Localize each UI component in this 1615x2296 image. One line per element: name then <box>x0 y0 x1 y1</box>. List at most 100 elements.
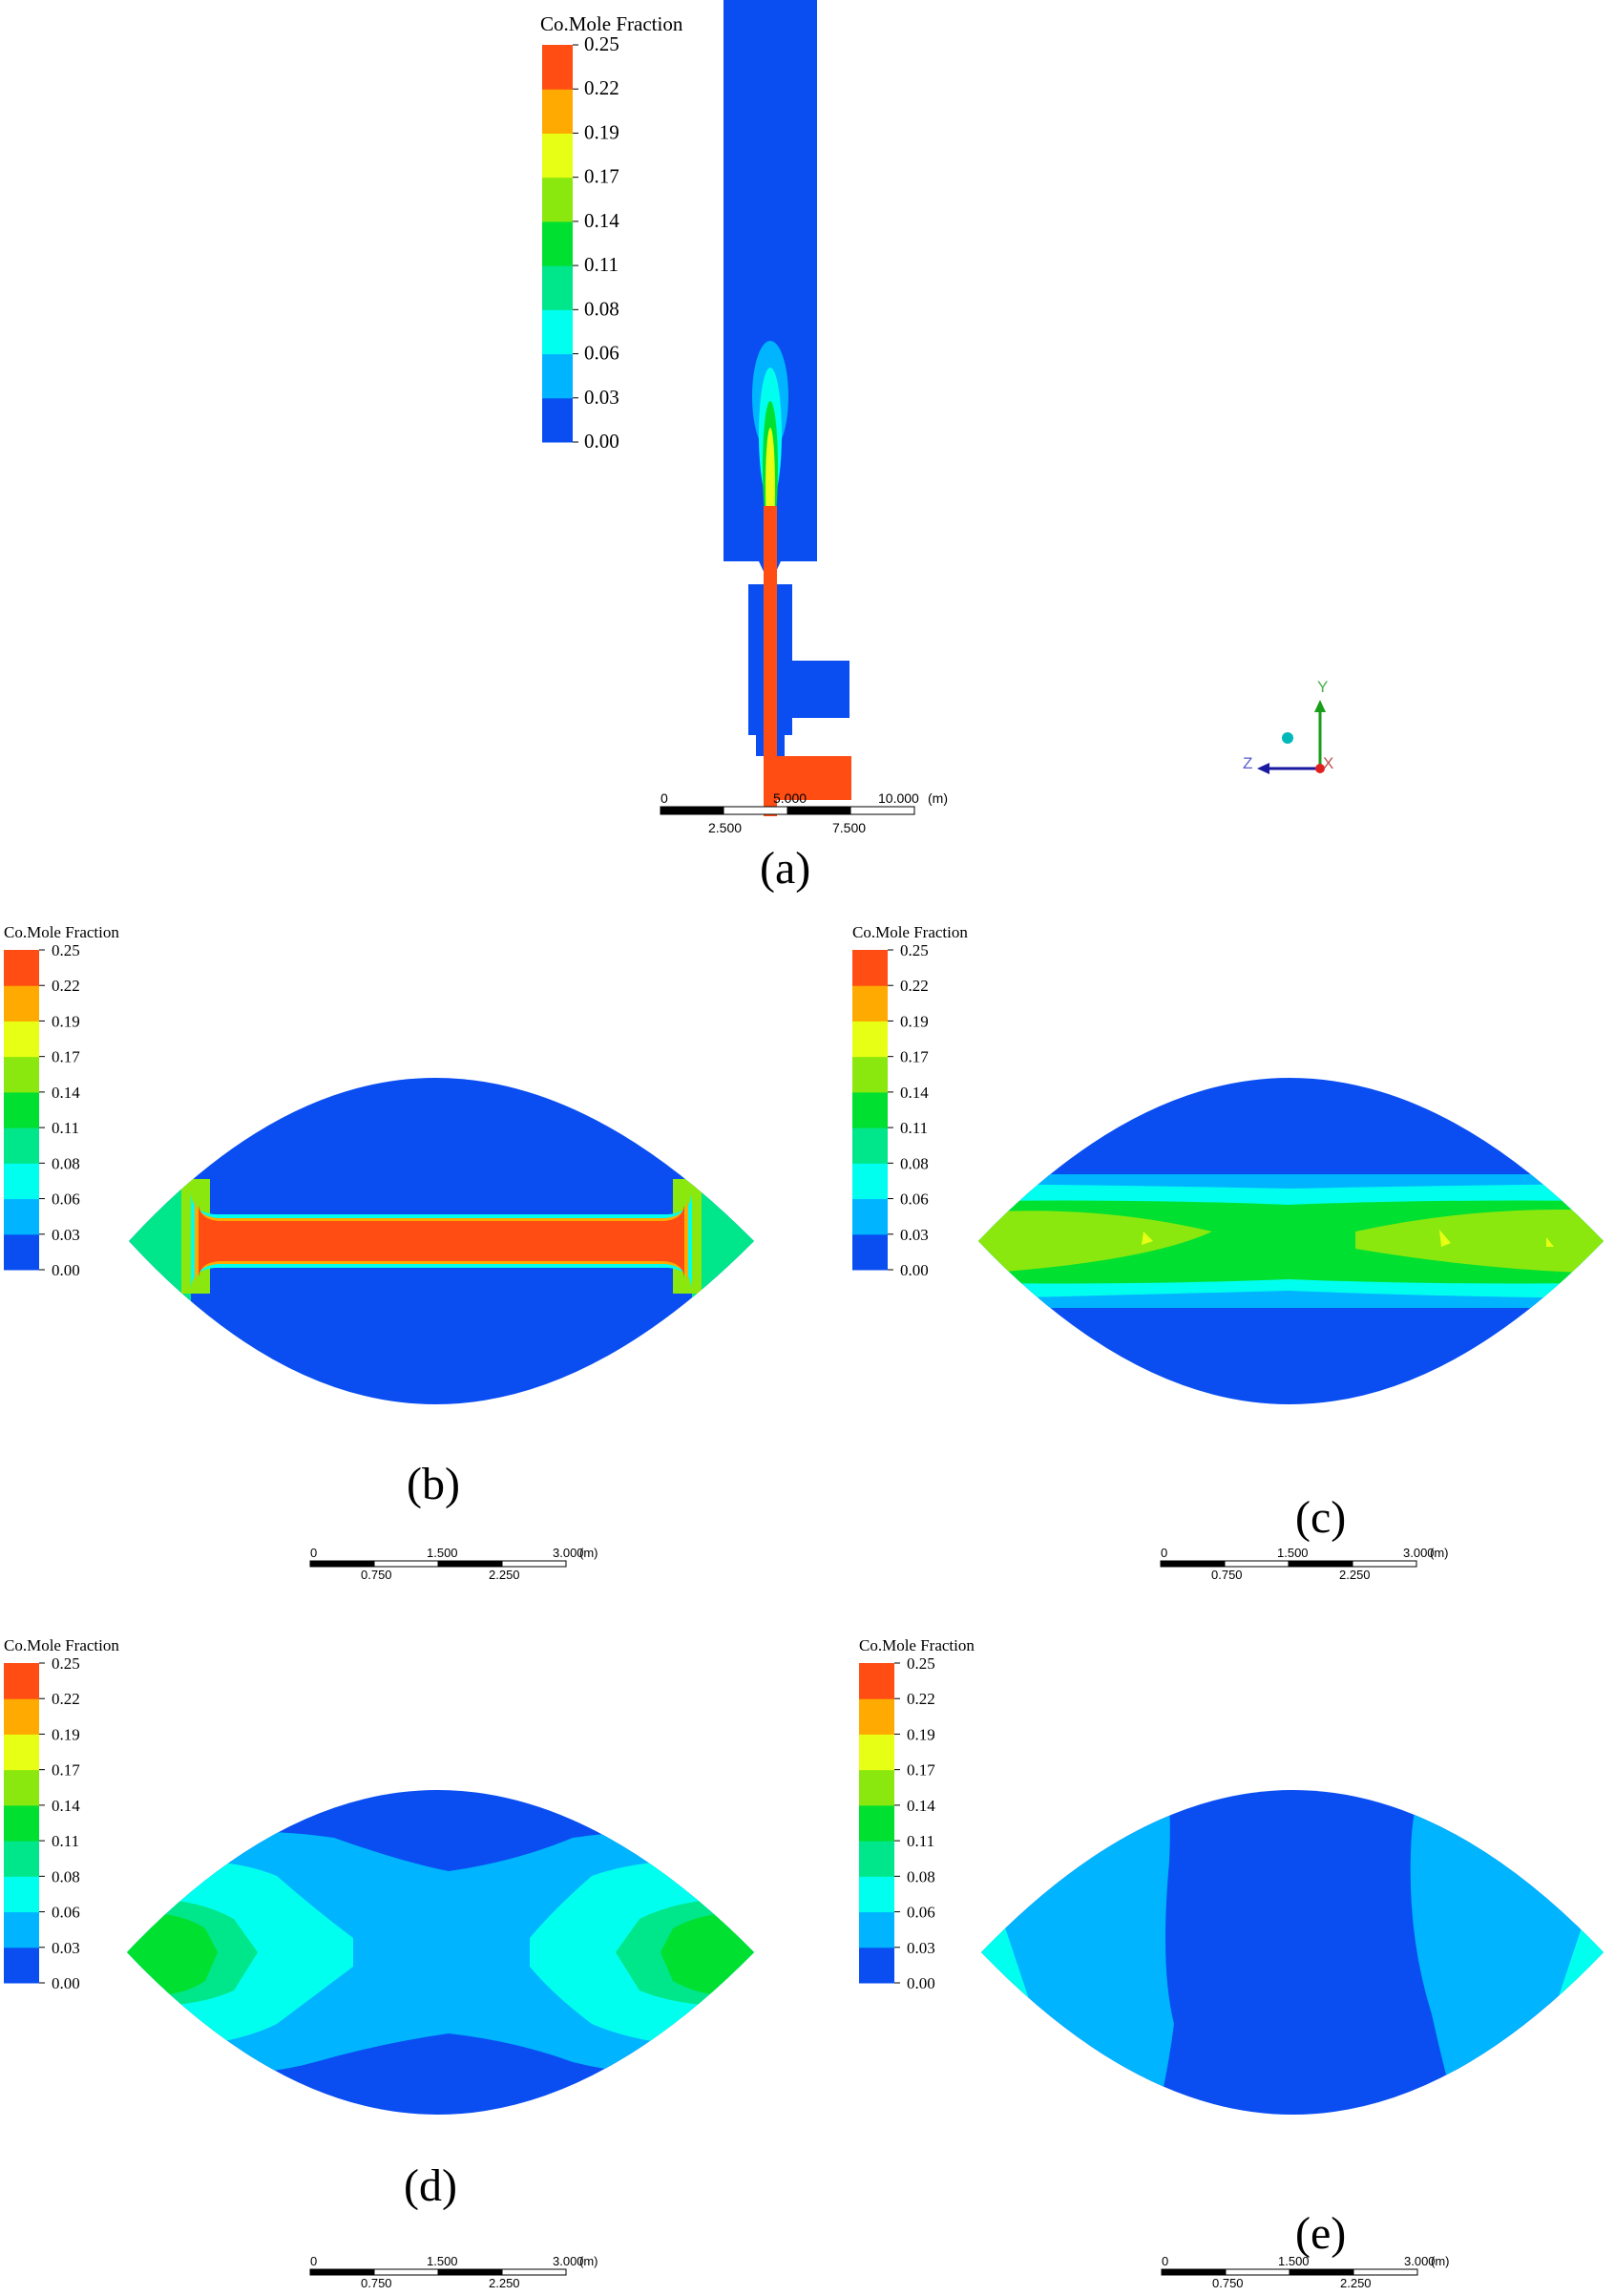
scalebar-segment <box>1289 2268 1354 2276</box>
scalebar-segment <box>1160 1560 1226 1568</box>
legend-swatch <box>4 1163 39 1200</box>
scalebar-segment <box>1224 1560 1290 1568</box>
legend-c-title: Co.Mole Fraction <box>852 923 968 941</box>
legend-tick-label: 0.03 <box>907 1939 935 1957</box>
scalebar-e: 0 1.500 3.000(m) 0.750 2.250 <box>1161 2254 1450 2290</box>
legend-tick-label: 0.22 <box>52 977 80 995</box>
legend-swatch <box>542 221 573 266</box>
scalebar-label: 3.000 <box>553 2254 584 2268</box>
legend-e-title: Co.Mole Fraction <box>859 1636 975 1654</box>
scalebar-label: 3.000 <box>553 1546 584 1560</box>
legend-tick-label: 0.19 <box>900 1012 929 1030</box>
legend-tick-label: 0.11 <box>52 1119 79 1137</box>
legend-tick-label: 0.22 <box>900 977 929 995</box>
scalebar-label: 0 <box>1162 2254 1168 2268</box>
scalebar-segment <box>501 2268 567 2276</box>
legend-swatch <box>4 1127 39 1164</box>
legend-tick-label: 0.19 <box>584 120 619 143</box>
contour-e <box>981 1790 1604 2115</box>
legend-b: Co.Mole Fraction 0.25 0.22 0.19 0.17 0.14 0.1… <box>4 923 119 1279</box>
legend-swatch <box>852 1163 888 1200</box>
legend-a-scale: 0.25 0.22 0.19 0.17 0.14 0.11 0.08 0.06 0.03 0.00 <box>542 32 619 453</box>
scalebar-label: (m) <box>1431 2254 1450 2268</box>
legend-swatch <box>542 133 573 179</box>
legend-swatch <box>859 1734 894 1771</box>
scalebar-label: 1.500 <box>427 1546 458 1560</box>
legend-e-scale: 0.25 0.22 0.19 0.17 0.14 0.11 0.08 0.06 0.03 0.00 <box>859 1654 935 1992</box>
scalebar-label: 0.750 <box>361 1568 392 1582</box>
scalebar-label: 0 <box>1161 1546 1167 1560</box>
legend-tick-label: 0.17 <box>584 165 619 188</box>
caption-e: (e) <box>1295 2208 1346 2259</box>
legend-a: Co.Mole Fraction 0.25 0.22 0.19 0.17 0.14 0.1… <box>540 12 683 453</box>
axis-x-label: X <box>1323 754 1333 772</box>
scalebar-label: 1.500 <box>427 2254 458 2268</box>
legend-tick-label: 0.17 <box>52 1048 80 1066</box>
axis-triad: Y Z X <box>1243 678 1333 774</box>
legend-swatch <box>4 1091 39 1128</box>
scalebar-label: 2.250 <box>489 1568 520 1582</box>
scalebar-segment <box>1288 1560 1353 1568</box>
scalebar-label: 3.000 <box>1403 1546 1435 1560</box>
legend-tick-label: 0.00 <box>584 430 619 453</box>
legend-swatch <box>859 1769 894 1806</box>
legend-swatch <box>4 950 39 986</box>
legend-swatch <box>542 353 573 399</box>
legend-swatch <box>852 1127 888 1164</box>
panel-b: Co.Mole Fraction 0.25 0.22 0.19 0.17 0.14 0.1… <box>4 923 754 1582</box>
legend-swatch <box>852 950 888 986</box>
legend-tick-label: 0.08 <box>900 1154 929 1172</box>
scalebar-label: 1.500 <box>1277 1546 1309 1560</box>
scalebar-segment <box>437 2268 503 2276</box>
legend-tick-label: 0.19 <box>52 1012 80 1030</box>
legend-tick-label: 0.06 <box>52 1904 80 1922</box>
scalebar-label: 2.250 <box>489 2276 520 2290</box>
legend-swatch <box>4 985 39 1022</box>
legend-d-scale: 0.25 0.22 0.19 0.17 0.14 0.11 0.08 0.06 0.03 0.00 <box>4 1654 80 1992</box>
legend-swatch <box>859 1804 894 1842</box>
contour-c <box>978 1078 1604 1404</box>
scalebar-a: 0 5.000 10.000 (m) 2.500 7.500 <box>660 790 948 835</box>
legend-tick-label: 0.08 <box>584 297 619 320</box>
legend-swatch <box>859 1698 894 1735</box>
scalebar-label: 0 <box>310 1546 317 1560</box>
legend-d-title: Co.Mole Fraction <box>4 1636 119 1654</box>
panel-e: Co.Mole Fraction 0.25 0.22 0.19 0.17 0.14 0.1… <box>859 1636 1604 2290</box>
scalebar-label: 0.750 <box>1211 1568 1243 1582</box>
legend-tick-label: 0.11 <box>907 1832 934 1850</box>
legend-tick-label: 0.08 <box>52 1867 80 1885</box>
legend-swatch <box>859 1911 894 1948</box>
scalebar-label: (m) <box>579 1546 598 1560</box>
scalebar-a-tick-2: 10.000 <box>878 790 919 806</box>
legend-swatch <box>852 1198 888 1235</box>
contour-b <box>129 1078 754 1404</box>
legend-swatch <box>4 1876 39 1913</box>
legend-tick-label: 0.00 <box>52 1974 80 1992</box>
legend-tick-label: 0.03 <box>52 1939 80 1957</box>
legend-tick-label: 0.25 <box>52 1654 80 1673</box>
legend-c-scale: 0.25 0.22 0.19 0.17 0.14 0.11 0.08 0.06 0.03 0.00 <box>852 941 929 1279</box>
legend-swatch <box>859 1663 894 1699</box>
legend-b-scale: 0.25 0.22 0.19 0.17 0.14 0.11 0.08 0.06 0.03 0.00 <box>4 941 80 1279</box>
legend-swatch <box>542 309 573 355</box>
legend-tick-label: 0.17 <box>907 1761 935 1780</box>
legend-swatch <box>859 1841 894 1877</box>
scalebar-label: (m) <box>1430 1546 1449 1560</box>
scalebar-label: 0.750 <box>1212 2276 1244 2290</box>
legend-swatch <box>859 1876 894 1913</box>
scalebar-segment <box>501 1560 567 1568</box>
legend-swatch <box>4 1698 39 1735</box>
legend-swatch <box>4 1233 39 1271</box>
legend-swatch <box>542 265 573 310</box>
scalebar-segment <box>1352 1560 1417 1568</box>
scalebar-c: 0 1.500 3.000(m) 0.750 2.250 <box>1160 1546 1449 1582</box>
legend-swatch <box>859 1947 894 1984</box>
legend-tick-label: 0.14 <box>900 1084 929 1102</box>
legend-tick-label: 0.11 <box>52 1832 79 1850</box>
scalebar-label: 1.500 <box>1278 2254 1310 2268</box>
scalebar-segment <box>1225 2268 1290 2276</box>
legend-swatch <box>852 1091 888 1128</box>
legend-tick-label: 0.22 <box>52 1690 80 1708</box>
legend-tick-label: 0.17 <box>900 1048 929 1066</box>
scalebar-label: 2.250 <box>1340 2276 1372 2290</box>
